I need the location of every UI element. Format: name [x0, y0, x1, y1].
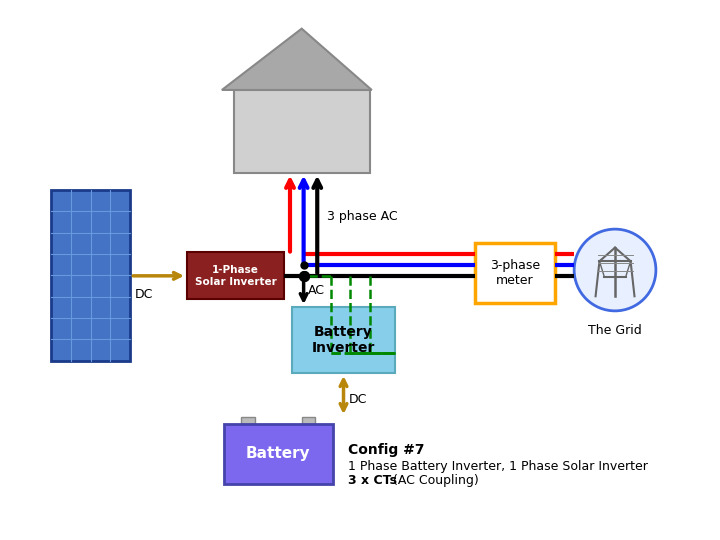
- Bar: [302, 417, 315, 424]
- Circle shape: [574, 229, 656, 311]
- Text: Battery
Inverter: Battery Inverter: [312, 325, 375, 355]
- Bar: [187, 253, 284, 299]
- Text: AC: AC: [307, 284, 325, 297]
- Text: 1-Phase
Solar Inverter: 1-Phase Solar Inverter: [194, 265, 276, 287]
- Text: 1 Phase Battery Inverter, 1 Phase Solar Inverter: 1 Phase Battery Inverter, 1 Phase Solar …: [348, 460, 648, 472]
- Polygon shape: [222, 29, 372, 90]
- Bar: [475, 243, 554, 303]
- Bar: [224, 424, 333, 484]
- Text: The Grid: The Grid: [588, 325, 642, 338]
- Text: 3 phase AC: 3 phase AC: [327, 210, 397, 223]
- Bar: [241, 417, 255, 424]
- Text: DC: DC: [135, 287, 153, 301]
- Bar: [233, 90, 370, 173]
- Text: DC: DC: [348, 393, 366, 406]
- Text: 3 x CTs: 3 x CTs: [348, 474, 397, 488]
- Bar: [292, 307, 395, 373]
- Bar: [50, 190, 130, 361]
- Text: 3-phase
meter: 3-phase meter: [490, 259, 540, 287]
- Text: Battery: Battery: [246, 447, 310, 461]
- Text: (AC Coupling): (AC Coupling): [390, 474, 479, 488]
- Text: Config #7: Config #7: [348, 443, 425, 457]
